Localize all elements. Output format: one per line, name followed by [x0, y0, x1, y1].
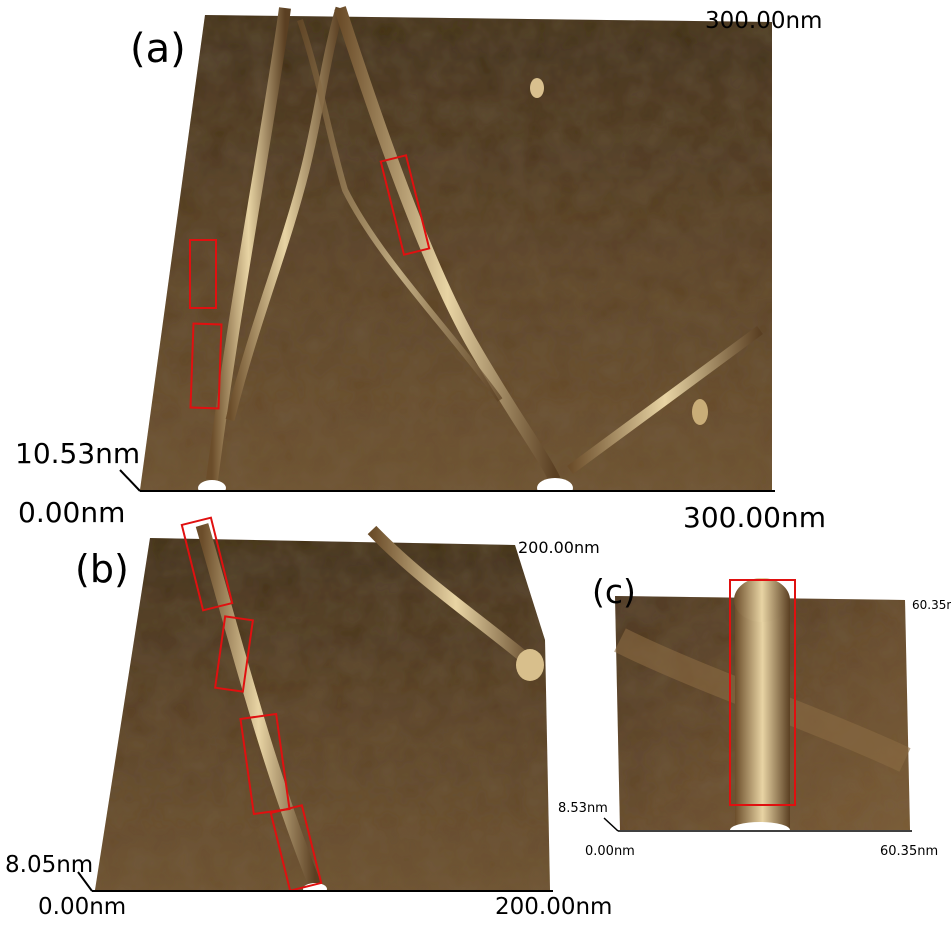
- bump: [692, 399, 708, 425]
- x-axis-label: 200.00nm: [495, 894, 612, 920]
- y-axis-label: 200.00nm: [518, 538, 600, 557]
- figure: (a) 300.00nm 10.53nm 0.00nm 300.00nm (b)…: [0, 0, 951, 926]
- panel-b: (b) 200.00nm 8.05nm 0.00nm 200.00nm: [5, 518, 612, 920]
- y-axis-label: 300.00nm: [705, 8, 822, 34]
- z-axis-label: 8.53nm: [558, 801, 608, 816]
- origin-label: 0.00nm: [38, 894, 126, 920]
- y-axis-label: 60.35nm: [912, 598, 951, 612]
- bump: [516, 649, 544, 681]
- z-axis-label: 10.53nm: [15, 437, 140, 470]
- surface: [95, 538, 550, 890]
- ridge: [735, 600, 790, 830]
- panel-a: (a) 300.00nm 10.53nm 0.00nm 300.00nm: [15, 8, 826, 534]
- bump: [198, 480, 226, 496]
- z-axis: [120, 470, 140, 491]
- bump: [734, 578, 790, 622]
- z-axis-label: 8.05nm: [5, 852, 93, 878]
- panel-label: (a): [130, 26, 186, 72]
- panel-label: (b): [75, 547, 129, 591]
- panel-c: (c) 60.35nm 8.53nm 0.00nm 60.35nm: [558, 572, 951, 859]
- origin-label: 0.00nm: [585, 844, 635, 859]
- x-axis-label: 60.35nm: [880, 844, 938, 859]
- origin-label: 0.00nm: [18, 496, 125, 529]
- x-axis-label: 300.00nm: [683, 501, 826, 534]
- z-axis: [604, 818, 618, 831]
- bump: [530, 78, 544, 98]
- bump: [730, 822, 790, 838]
- panel-label: (c): [592, 572, 636, 611]
- bump: [537, 478, 573, 498]
